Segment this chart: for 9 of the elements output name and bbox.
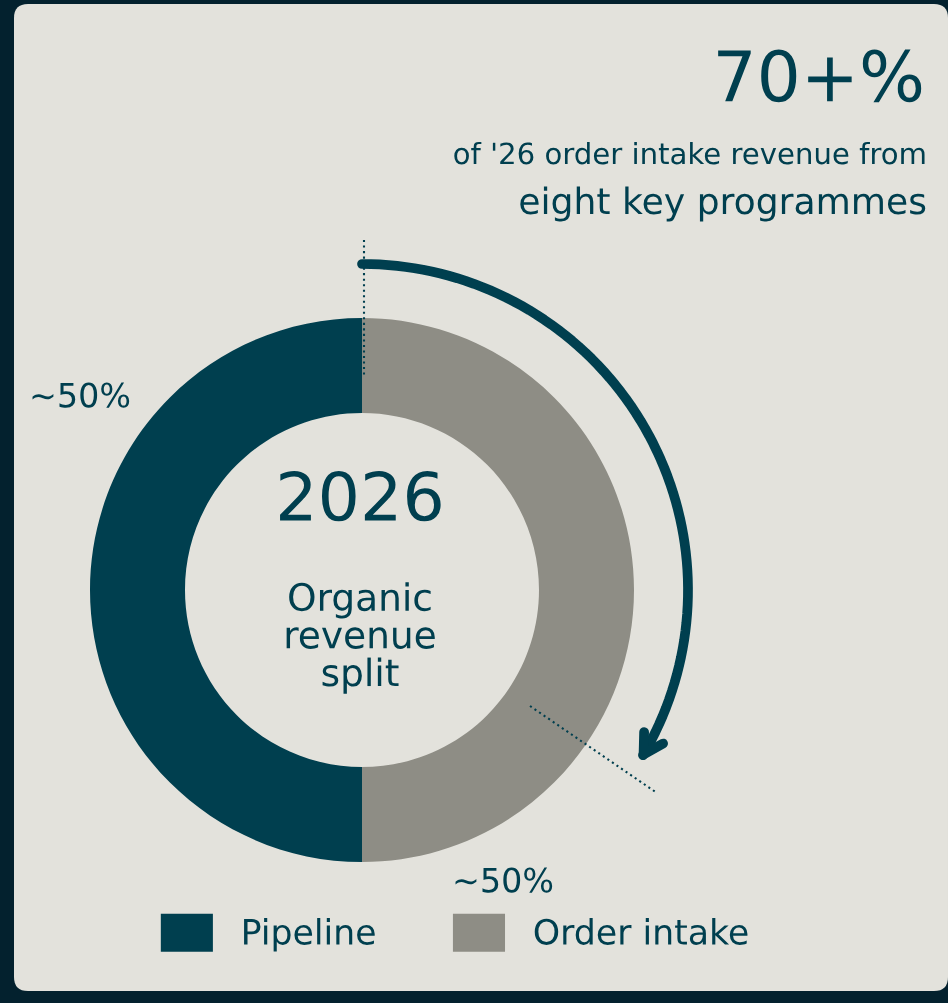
text: 2026 (280, 470, 441, 522)
data-label: ~50% (32, 382, 130, 408)
legend-label: Pipeline (244, 918, 375, 952)
text: Organic revenue split (286, 582, 435, 694)
chart-subtitle: of '26 order intake revenue from (454, 141, 925, 165)
data-label: ~50% (455, 867, 553, 893)
legend-label: Order intake (534, 918, 748, 945)
text: eight key programmes (520, 186, 926, 222)
chart-title: 70+% (718, 49, 922, 103)
